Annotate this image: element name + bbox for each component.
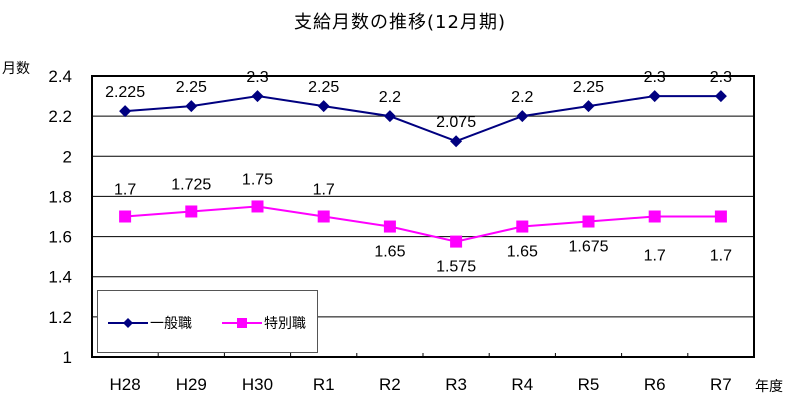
legend-item-special: 特別職 <box>222 313 306 333</box>
square-marker-icon <box>222 316 262 330</box>
square-marker-icon <box>251 200 264 213</box>
y-tick-label: 1.6 <box>48 228 72 247</box>
x-axis-label: 年度 <box>755 379 783 395</box>
data-label: 2.2 <box>511 89 533 106</box>
data-label: 1.675 <box>568 239 608 256</box>
data-label: 2.225 <box>105 84 145 101</box>
legend-item-general: 一般職 <box>108 313 192 333</box>
y-tick-label: 1 <box>63 348 72 367</box>
data-label: 1.7 <box>644 248 666 265</box>
diamond-marker-icon <box>317 100 330 113</box>
series-line-1 <box>125 205 721 243</box>
data-label: 1.575 <box>436 259 476 276</box>
x-tick-label: R7 <box>710 375 732 394</box>
square-marker-icon <box>119 210 132 223</box>
y-tick-label: 1.2 <box>48 308 72 327</box>
data-label: 1.7 <box>710 248 732 265</box>
diamond-marker-icon <box>383 110 396 123</box>
data-label: 2.25 <box>176 79 207 96</box>
y-tick-label: 2.2 <box>48 107 72 126</box>
square-marker-icon <box>714 210 727 223</box>
data-label: 1.7 <box>313 182 335 199</box>
legend: 一般職 特別職 <box>97 290 318 353</box>
x-tick-label: H30 <box>242 375 273 394</box>
x-tick-label: R3 <box>445 375 467 394</box>
data-label: 2.3 <box>644 69 666 86</box>
series-line-0 <box>125 95 721 143</box>
chart-title: 支給月数の推移(12月期) <box>294 12 506 33</box>
y-tick-label: 1.8 <box>48 187 72 206</box>
x-tick-label: H28 <box>110 375 141 394</box>
square-marker-icon <box>450 235 463 248</box>
data-label: 1.7 <box>114 182 136 199</box>
data-label: 1.75 <box>242 171 273 188</box>
y-axis-label: 月数 <box>2 61 30 77</box>
x-tick-label: H29 <box>176 375 207 394</box>
square-marker-icon <box>516 220 529 233</box>
diamond-marker-icon <box>450 135 463 148</box>
y-tick-label: 2.4 <box>48 67 72 86</box>
diamond-marker-icon <box>714 90 727 103</box>
y-tick-label: 1.4 <box>48 268 72 287</box>
square-marker-icon <box>317 210 330 223</box>
square-marker-icon <box>648 210 661 223</box>
data-label: 1.65 <box>507 244 538 261</box>
data-label: 2.3 <box>246 69 268 86</box>
diamond-marker-icon <box>648 90 661 103</box>
x-tick-label: R1 <box>313 375 335 394</box>
x-tick-label: R2 <box>379 375 401 394</box>
x-tick-label: R4 <box>511 375 533 394</box>
diamond-marker-icon <box>185 100 198 113</box>
data-label: 2.075 <box>436 114 476 131</box>
diamond-marker-icon <box>251 90 264 103</box>
data-label: 1.725 <box>171 176 211 193</box>
data-label: 2.2 <box>379 89 401 106</box>
square-marker-icon <box>582 215 595 228</box>
legend-label: 特別職 <box>264 316 306 332</box>
diamond-marker-icon <box>108 316 148 330</box>
data-label: 2.25 <box>308 79 339 96</box>
data-label: 2.25 <box>573 79 604 96</box>
square-marker-icon <box>383 220 396 233</box>
x-tick-label: R6 <box>644 375 666 394</box>
diamond-marker-icon <box>119 105 132 118</box>
x-tick-label: R5 <box>578 375 600 394</box>
diamond-marker-icon <box>516 110 529 123</box>
y-tick-label: 2 <box>63 147 72 166</box>
diamond-marker-icon <box>582 100 595 113</box>
square-marker-icon <box>185 205 198 218</box>
data-label: 2.3 <box>710 69 732 86</box>
legend-label: 一般職 <box>150 316 192 332</box>
data-label: 1.65 <box>374 244 405 261</box>
